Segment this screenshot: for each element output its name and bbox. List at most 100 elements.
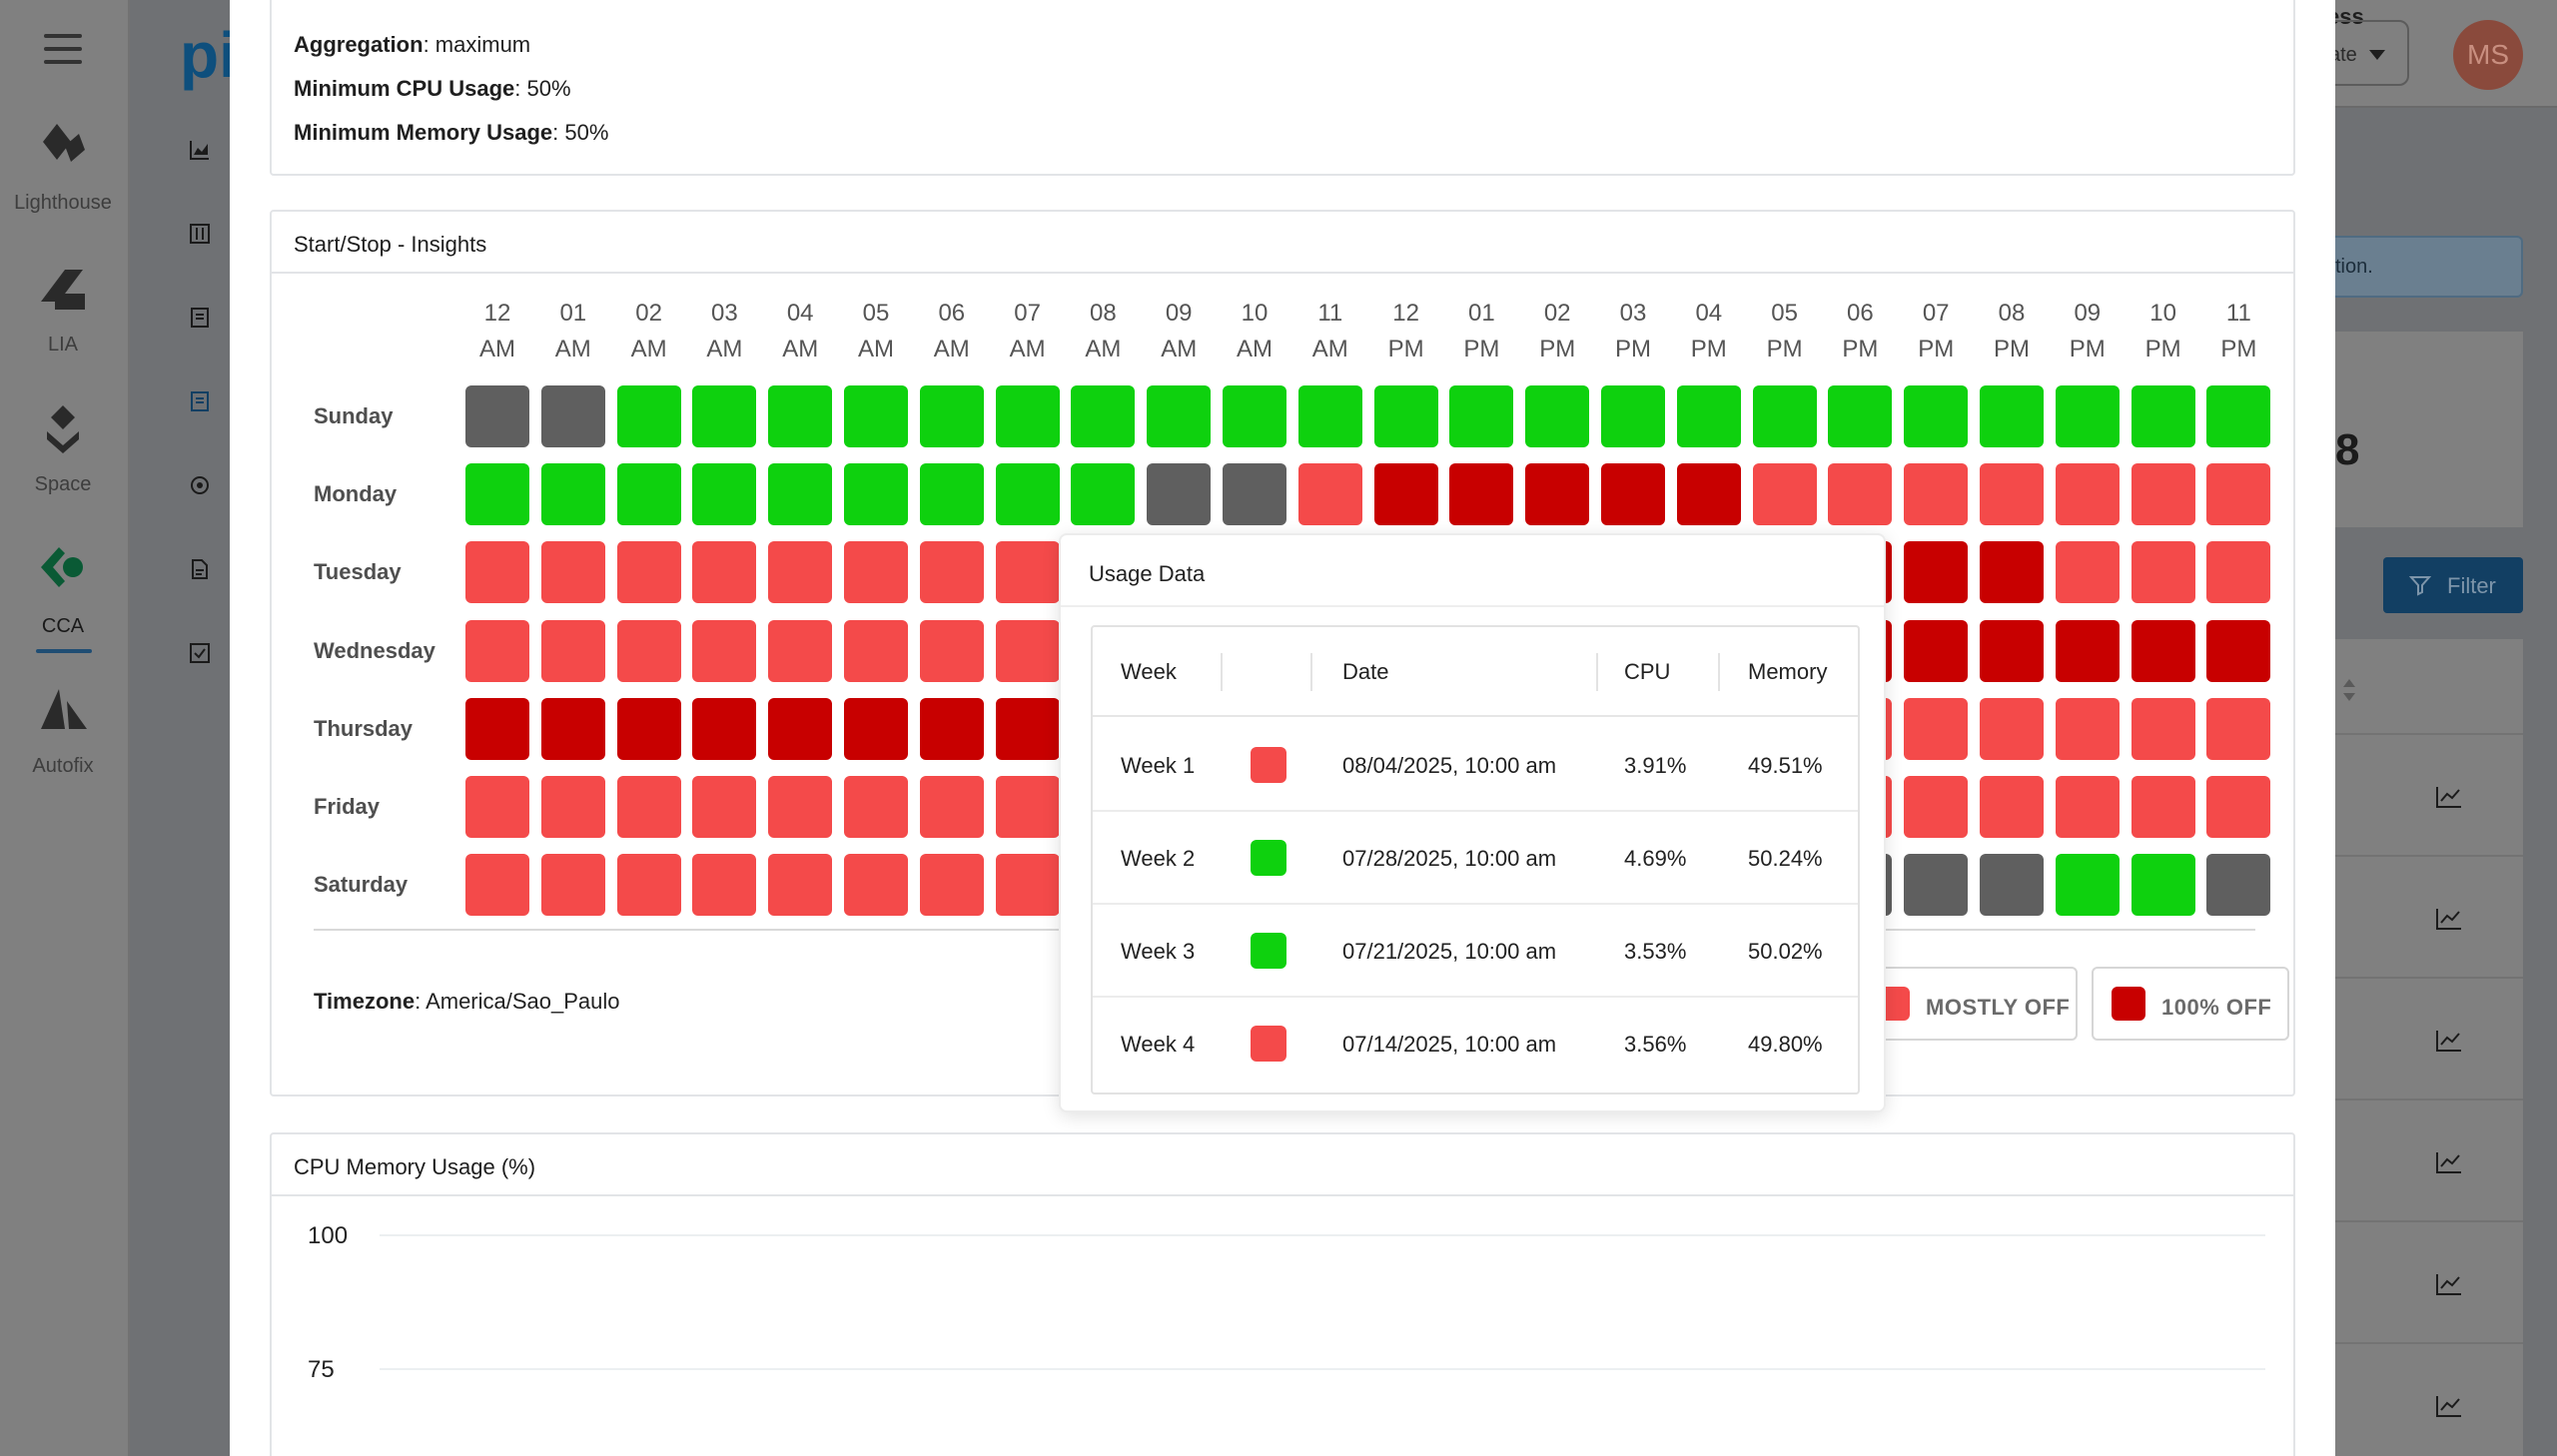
heatmap-cell[interactable] bbox=[1223, 385, 1286, 447]
heatmap-cell[interactable] bbox=[1676, 463, 1741, 526]
heatmap-cell[interactable] bbox=[1904, 385, 1969, 447]
heatmap-cell[interactable] bbox=[1980, 463, 2044, 526]
heatmap-cell[interactable] bbox=[2206, 385, 2271, 447]
heatmap-cell[interactable] bbox=[1147, 463, 1212, 526]
heatmap-cell[interactable] bbox=[2131, 854, 2195, 917]
heatmap-cell[interactable] bbox=[995, 854, 1060, 917]
heatmap-cell[interactable] bbox=[919, 541, 984, 604]
heatmap-cell[interactable] bbox=[692, 776, 757, 838]
heatmap-cell[interactable] bbox=[2206, 854, 2271, 917]
heatmap-cell[interactable] bbox=[616, 385, 681, 447]
heatmap-cell[interactable] bbox=[2055, 854, 2120, 917]
heatmap-cell[interactable] bbox=[2206, 776, 2271, 838]
heatmap-cell[interactable] bbox=[465, 854, 529, 917]
heatmap-cell[interactable] bbox=[465, 463, 529, 526]
heatmap-cell[interactable] bbox=[1223, 463, 1286, 526]
heatmap-cell[interactable] bbox=[2131, 385, 2195, 447]
heatmap-cell[interactable] bbox=[1828, 463, 1893, 526]
file-icon[interactable] bbox=[188, 557, 212, 581]
nav-item-autofix[interactable]: Autofix bbox=[0, 683, 126, 778]
heatmap-cell[interactable] bbox=[1297, 463, 1362, 526]
heatmap-cell[interactable] bbox=[465, 541, 529, 604]
settings-sliders-icon[interactable] bbox=[188, 222, 212, 246]
nav-item-lia[interactable]: LIA bbox=[0, 262, 126, 357]
trend-chart-icon[interactable] bbox=[2435, 1150, 2463, 1174]
checkbox-icon[interactable] bbox=[188, 641, 212, 665]
heatmap-cell[interactable] bbox=[2131, 541, 2195, 604]
heatmap-cell[interactable] bbox=[2055, 697, 2120, 760]
chart-icon[interactable] bbox=[188, 138, 212, 162]
heatmap-cell[interactable] bbox=[1525, 385, 1590, 447]
heatmap-cell[interactable] bbox=[465, 776, 529, 838]
heatmap-cell[interactable] bbox=[692, 541, 757, 604]
sort-icon[interactable] bbox=[2341, 677, 2357, 703]
trend-chart-icon[interactable] bbox=[2435, 1272, 2463, 1296]
heatmap-cell[interactable] bbox=[1828, 385, 1893, 447]
heatmap-cell[interactable] bbox=[1980, 385, 2044, 447]
heatmap-cell[interactable] bbox=[844, 854, 908, 917]
heatmap-cell[interactable] bbox=[1676, 385, 1741, 447]
heatmap-cell[interactable] bbox=[2055, 541, 2120, 604]
heatmap-cell[interactable] bbox=[540, 463, 605, 526]
nav-item-cca[interactable]: CCA bbox=[0, 543, 126, 638]
trend-chart-icon[interactable] bbox=[2435, 1394, 2463, 1418]
heatmap-cell[interactable] bbox=[540, 385, 605, 447]
heatmap-cell[interactable] bbox=[2131, 463, 2195, 526]
heatmap-cell[interactable] bbox=[844, 619, 908, 682]
legend-mostly-off[interactable]: MOSTLY OFF bbox=[1856, 967, 2078, 1041]
heatmap-cell[interactable] bbox=[1904, 697, 1969, 760]
heatmap-cell[interactable] bbox=[2055, 463, 2120, 526]
nav-item-space[interactable]: Space bbox=[0, 401, 126, 496]
document-icon[interactable] bbox=[188, 306, 212, 330]
heatmap-cell[interactable] bbox=[1449, 385, 1514, 447]
heatmap-cell[interactable] bbox=[768, 541, 833, 604]
heatmap-cell[interactable] bbox=[1373, 385, 1438, 447]
heatmap-cell[interactable] bbox=[844, 463, 908, 526]
heatmap-cell[interactable] bbox=[2206, 463, 2271, 526]
heatmap-cell[interactable] bbox=[692, 619, 757, 682]
heatmap-cell[interactable] bbox=[1980, 776, 2044, 838]
heatmap-cell[interactable] bbox=[465, 619, 529, 682]
heatmap-cell[interactable] bbox=[540, 697, 605, 760]
trend-chart-icon[interactable] bbox=[2435, 907, 2463, 931]
heatmap-cell[interactable] bbox=[2206, 697, 2271, 760]
heatmap-cell[interactable] bbox=[692, 697, 757, 760]
heatmap-cell[interactable] bbox=[844, 697, 908, 760]
heatmap-cell[interactable] bbox=[1904, 619, 1969, 682]
heatmap-cell[interactable] bbox=[2131, 619, 2195, 682]
heatmap-cell[interactable] bbox=[1525, 463, 1590, 526]
heatmap-cell[interactable] bbox=[1071, 463, 1136, 526]
heatmap-cell[interactable] bbox=[2131, 776, 2195, 838]
heatmap-cell[interactable] bbox=[919, 385, 984, 447]
heatmap-cell[interactable] bbox=[540, 854, 605, 917]
heatmap-cell[interactable] bbox=[844, 541, 908, 604]
heatmap-cell[interactable] bbox=[2206, 619, 2271, 682]
legend-full-off[interactable]: 100% OFF bbox=[2092, 967, 2289, 1041]
heatmap-cell[interactable] bbox=[768, 619, 833, 682]
heatmap-cell[interactable] bbox=[1904, 541, 1969, 604]
heatmap-cell[interactable] bbox=[1147, 385, 1212, 447]
trend-chart-icon[interactable] bbox=[2435, 1029, 2463, 1053]
heatmap-cell[interactable] bbox=[919, 463, 984, 526]
trend-chart-icon[interactable] bbox=[2435, 785, 2463, 809]
report-icon[interactable] bbox=[188, 389, 212, 413]
filter-button[interactable]: Filter bbox=[2383, 557, 2523, 613]
heatmap-cell[interactable] bbox=[1373, 463, 1438, 526]
heatmap-cell[interactable] bbox=[1980, 619, 2044, 682]
heatmap-cell[interactable] bbox=[1904, 463, 1969, 526]
heatmap-cell[interactable] bbox=[1980, 854, 2044, 917]
heatmap-cell[interactable] bbox=[1904, 776, 1969, 838]
target-icon[interactable] bbox=[188, 473, 212, 497]
heatmap-cell[interactable] bbox=[919, 776, 984, 838]
heatmap-cell[interactable] bbox=[616, 463, 681, 526]
heatmap-cell[interactable] bbox=[692, 385, 757, 447]
heatmap-cell[interactable] bbox=[692, 854, 757, 917]
heatmap-cell[interactable] bbox=[768, 463, 833, 526]
heatmap-cell[interactable] bbox=[768, 385, 833, 447]
heatmap-cell[interactable] bbox=[465, 385, 529, 447]
heatmap-cell[interactable] bbox=[844, 776, 908, 838]
heatmap-cell[interactable] bbox=[919, 697, 984, 760]
heatmap-cell[interactable] bbox=[995, 385, 1060, 447]
heatmap-cell[interactable] bbox=[1601, 385, 1665, 447]
menu-icon[interactable] bbox=[44, 34, 82, 64]
